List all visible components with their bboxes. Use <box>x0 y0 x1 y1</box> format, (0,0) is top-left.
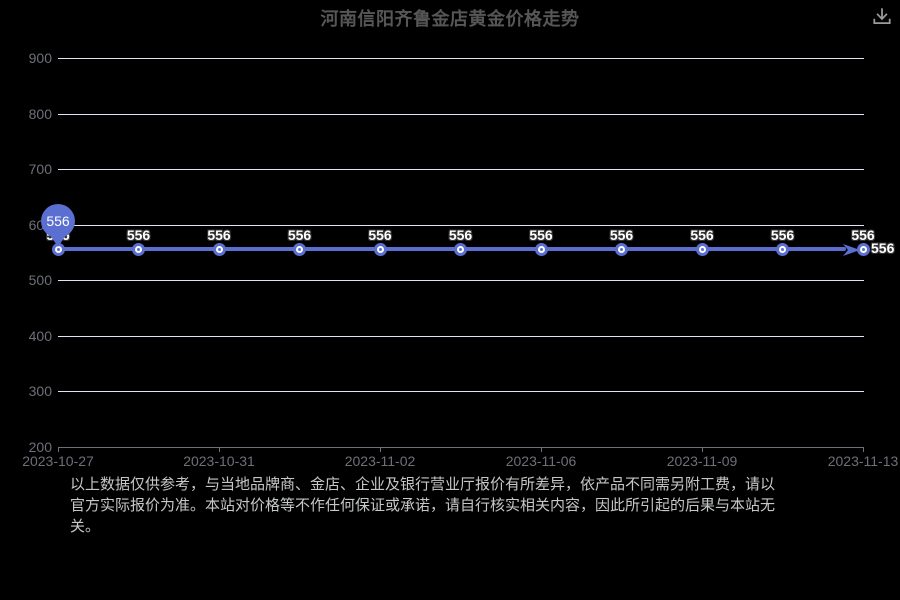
x-axis-tick <box>58 447 59 452</box>
data-point-value-label: 556 <box>851 227 875 244</box>
x-axis-tick <box>863 447 864 452</box>
marker-inner-ring <box>618 245 625 253</box>
marker-inner-ring <box>859 245 867 253</box>
data-point-value-label: 556 <box>609 227 634 244</box>
line-end-arrow <box>843 243 860 261</box>
x-axis-tick-label: 2023-10-27 <box>22 453 94 469</box>
gridline <box>58 391 864 393</box>
data-point-marker[interactable] <box>132 242 145 256</box>
pin-tail <box>50 235 66 248</box>
disclaimer-line: 以上数据仅供参考，与当地品牌商、金店、企业及银行营业厅报价有所差异，依产品不同需… <box>70 476 776 493</box>
gridline <box>58 224 864 226</box>
data-point-marker[interactable] <box>695 242 709 256</box>
data-point-value-label: 556 <box>287 227 312 244</box>
disclaimer-text: 以上数据仅供参考，与当地品牌商、金店、企业及银行营业厅报价有所差异，依产品不同需… <box>70 474 850 537</box>
download-button[interactable] <box>871 5 893 27</box>
gridline <box>58 280 864 282</box>
disclaimer-line: 关。 <box>70 518 101 535</box>
data-point-value-label: 556 <box>207 227 231 244</box>
data-point-marker[interactable] <box>293 242 306 256</box>
x-axis-tick-label: 2023-10-31 <box>183 453 255 469</box>
marker-inner-ring <box>135 245 142 253</box>
x-axis-tick <box>380 447 381 452</box>
series-end-value-label: 556 <box>871 240 895 257</box>
gridline <box>58 58 864 59</box>
data-point-value-label: 556 <box>690 227 714 244</box>
data-point-marker[interactable] <box>212 242 226 256</box>
marker-center-dot <box>700 247 704 251</box>
marker-inner-ring <box>215 245 223 253</box>
marker-center-dot <box>459 247 462 251</box>
x-axis-tick <box>219 447 220 452</box>
data-point-marker[interactable] <box>454 242 467 256</box>
data-point-value-label: 556 <box>448 227 473 244</box>
y-axis-tick-label: 500 <box>28 272 52 289</box>
first-point-pin-marker[interactable]: 556 <box>41 204 75 239</box>
data-point-marker[interactable] <box>373 242 387 256</box>
y-axis-tick-label: 300 <box>28 383 52 400</box>
price-series-line <box>58 247 846 252</box>
marker-center-dot <box>539 247 543 251</box>
marker-inner-ring <box>457 245 464 253</box>
marker-center-dot <box>378 247 382 251</box>
marker-inner-ring <box>296 245 303 253</box>
marker-center-dot <box>56 247 60 251</box>
y-axis-tick-label: 800 <box>28 105 52 122</box>
y-axis-tick-label: 700 <box>28 161 52 178</box>
marker-center-dot <box>861 247 865 251</box>
marker-center-dot <box>620 247 623 251</box>
x-axis-tick-label: 2023-11-09 <box>666 453 738 469</box>
x-axis-tick <box>702 447 703 452</box>
marker-inner-ring <box>537 245 545 253</box>
data-point-value-label: 556 <box>770 227 795 244</box>
marker-center-dot <box>298 247 301 251</box>
data-point-marker[interactable] <box>776 242 789 256</box>
chart-title: 河南信阳齐鲁金店黄金价格走势 <box>320 9 580 29</box>
disclaimer-line: 官方实际报价为准。本站对价格等不作任何保证或承诺，请自行核实相关内容，因此所引起… <box>70 497 776 514</box>
x-axis-tick-label: 2023-11-13 <box>827 453 899 469</box>
data-point-value-label: 556 <box>126 227 151 244</box>
gridline <box>58 335 864 337</box>
marker-inner-ring <box>376 245 384 253</box>
x-axis-tick <box>541 447 542 452</box>
gridline <box>58 113 864 115</box>
data-point-value-label: 556 <box>368 227 392 244</box>
x-axis-line <box>58 447 864 448</box>
data-point-marker[interactable] <box>856 242 870 256</box>
y-axis-tick-label: 900 <box>28 50 52 66</box>
download-icon <box>873 8 891 25</box>
x-axis-tick-label: 2023-11-06 <box>505 453 577 469</box>
x-axis-tick-label: 2023-11-02 <box>344 453 416 469</box>
marker-inner-ring <box>54 245 62 253</box>
marker-center-dot <box>217 247 221 251</box>
data-point-value-label: 556 <box>529 227 553 244</box>
data-point-marker[interactable] <box>534 242 548 256</box>
marker-inner-ring <box>779 245 786 253</box>
data-point-marker[interactable] <box>615 242 628 256</box>
marker-center-dot <box>781 247 784 251</box>
marker-inner-ring <box>698 245 706 253</box>
y-axis-tick-label: 400 <box>28 327 52 344</box>
y-axis-tick-label: 200 <box>28 439 52 455</box>
gridline <box>58 169 864 171</box>
pin-value-label: 556 <box>46 213 70 230</box>
marker-center-dot <box>137 247 140 251</box>
